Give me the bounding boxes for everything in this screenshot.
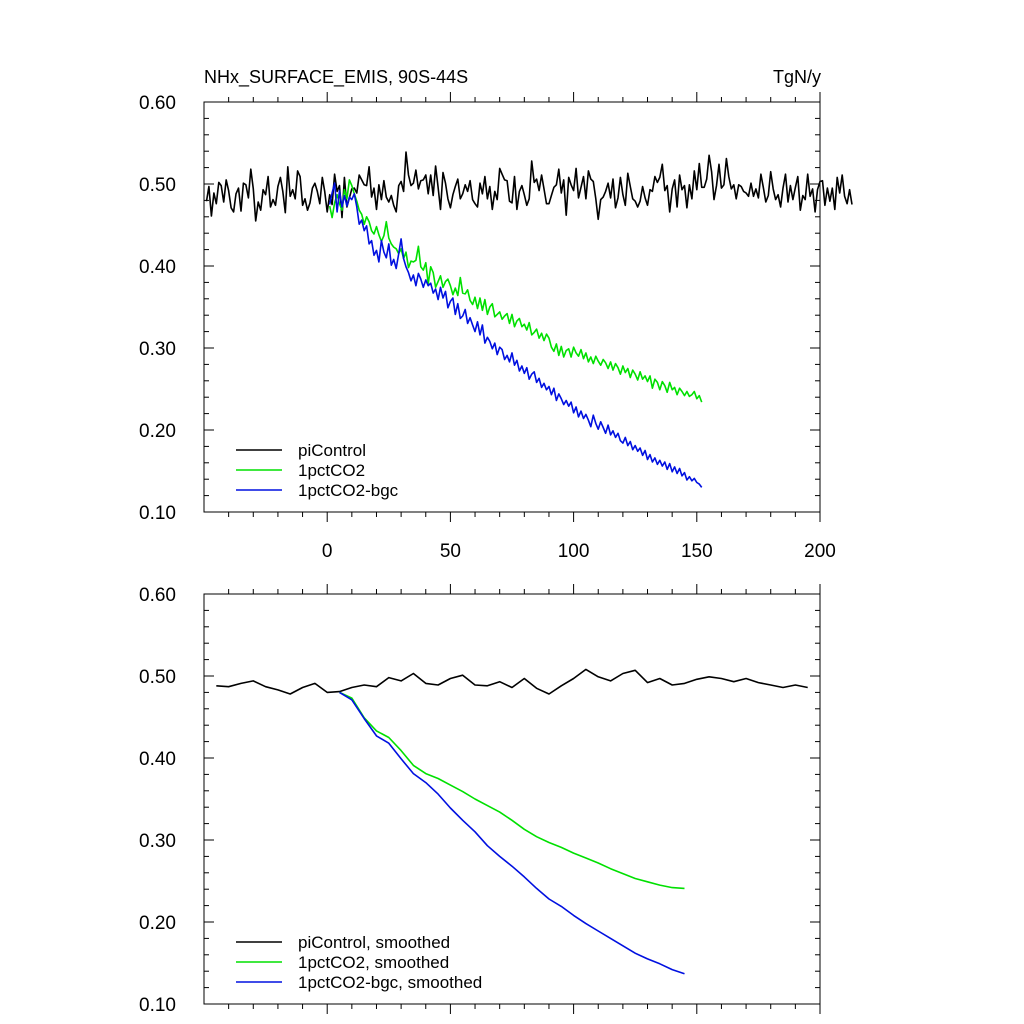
panel-units: TgN/y [773,67,821,87]
plot-frame [203,593,821,1005]
y-tick-label: 0.10 [139,503,176,524]
legend-label: 1pctCO2-bgc, smoothed [298,973,482,992]
y-tick-label: 0.50 [139,175,176,196]
series-line [339,691,685,975]
y-axis: 0.10 0.20 0.30 0.40 0.50 0.60 [139,585,820,1016]
series-line [328,182,703,488]
y-tick-label: 0.20 [139,421,176,442]
y-tick-label: 0.40 [139,257,176,278]
y-tick-label: 0.30 [139,831,176,852]
y-tick-label: 0.10 [139,995,176,1016]
panel-bottom: 0.10 0.20 0.30 0.40 0.50 0.60 piControl, smoo… [139,584,821,1016]
y-tick-label: 0.60 [139,93,176,114]
x-axis [228,584,821,1014]
legend-label: 1pctCO2, smoothed [298,953,449,972]
y-axis: 0.10 0.20 0.30 0.40 0.50 0.60 [139,93,820,524]
x-tick-label: 200 [804,541,836,562]
legend-label: piControl [298,441,366,460]
series-line [216,668,808,695]
panel-title: NHx_SURFACE_EMIS, 90S-44S [204,67,468,88]
panel-top: NHx_SURFACE_EMIS, 90S-44S TgN/y 0.10 0.20… [139,67,853,562]
series-layer [216,668,808,975]
series-line [205,151,853,222]
series-line [328,179,703,403]
series-line [339,691,685,890]
x-tick-label: 150 [681,541,713,562]
x-tick-label: 100 [558,541,590,562]
x-tick-label: 0 [322,541,333,562]
y-tick-label: 0.20 [139,913,176,934]
y-tick-label: 0.30 [139,339,176,360]
y-tick-label: 0.60 [139,585,176,606]
y-tick-label: 0.50 [139,667,176,688]
plot-frame [203,101,821,513]
legend-label: 1pctCO2 [298,461,365,480]
x-axis: 0 50 100 150 200 [228,92,836,562]
series-layer [205,151,853,488]
legend-label: piControl, smoothed [298,933,450,952]
legend-label: 1pctCO2-bgc [298,481,399,500]
x-tick-label: 50 [440,541,461,562]
y-tick-label: 0.40 [139,749,176,770]
